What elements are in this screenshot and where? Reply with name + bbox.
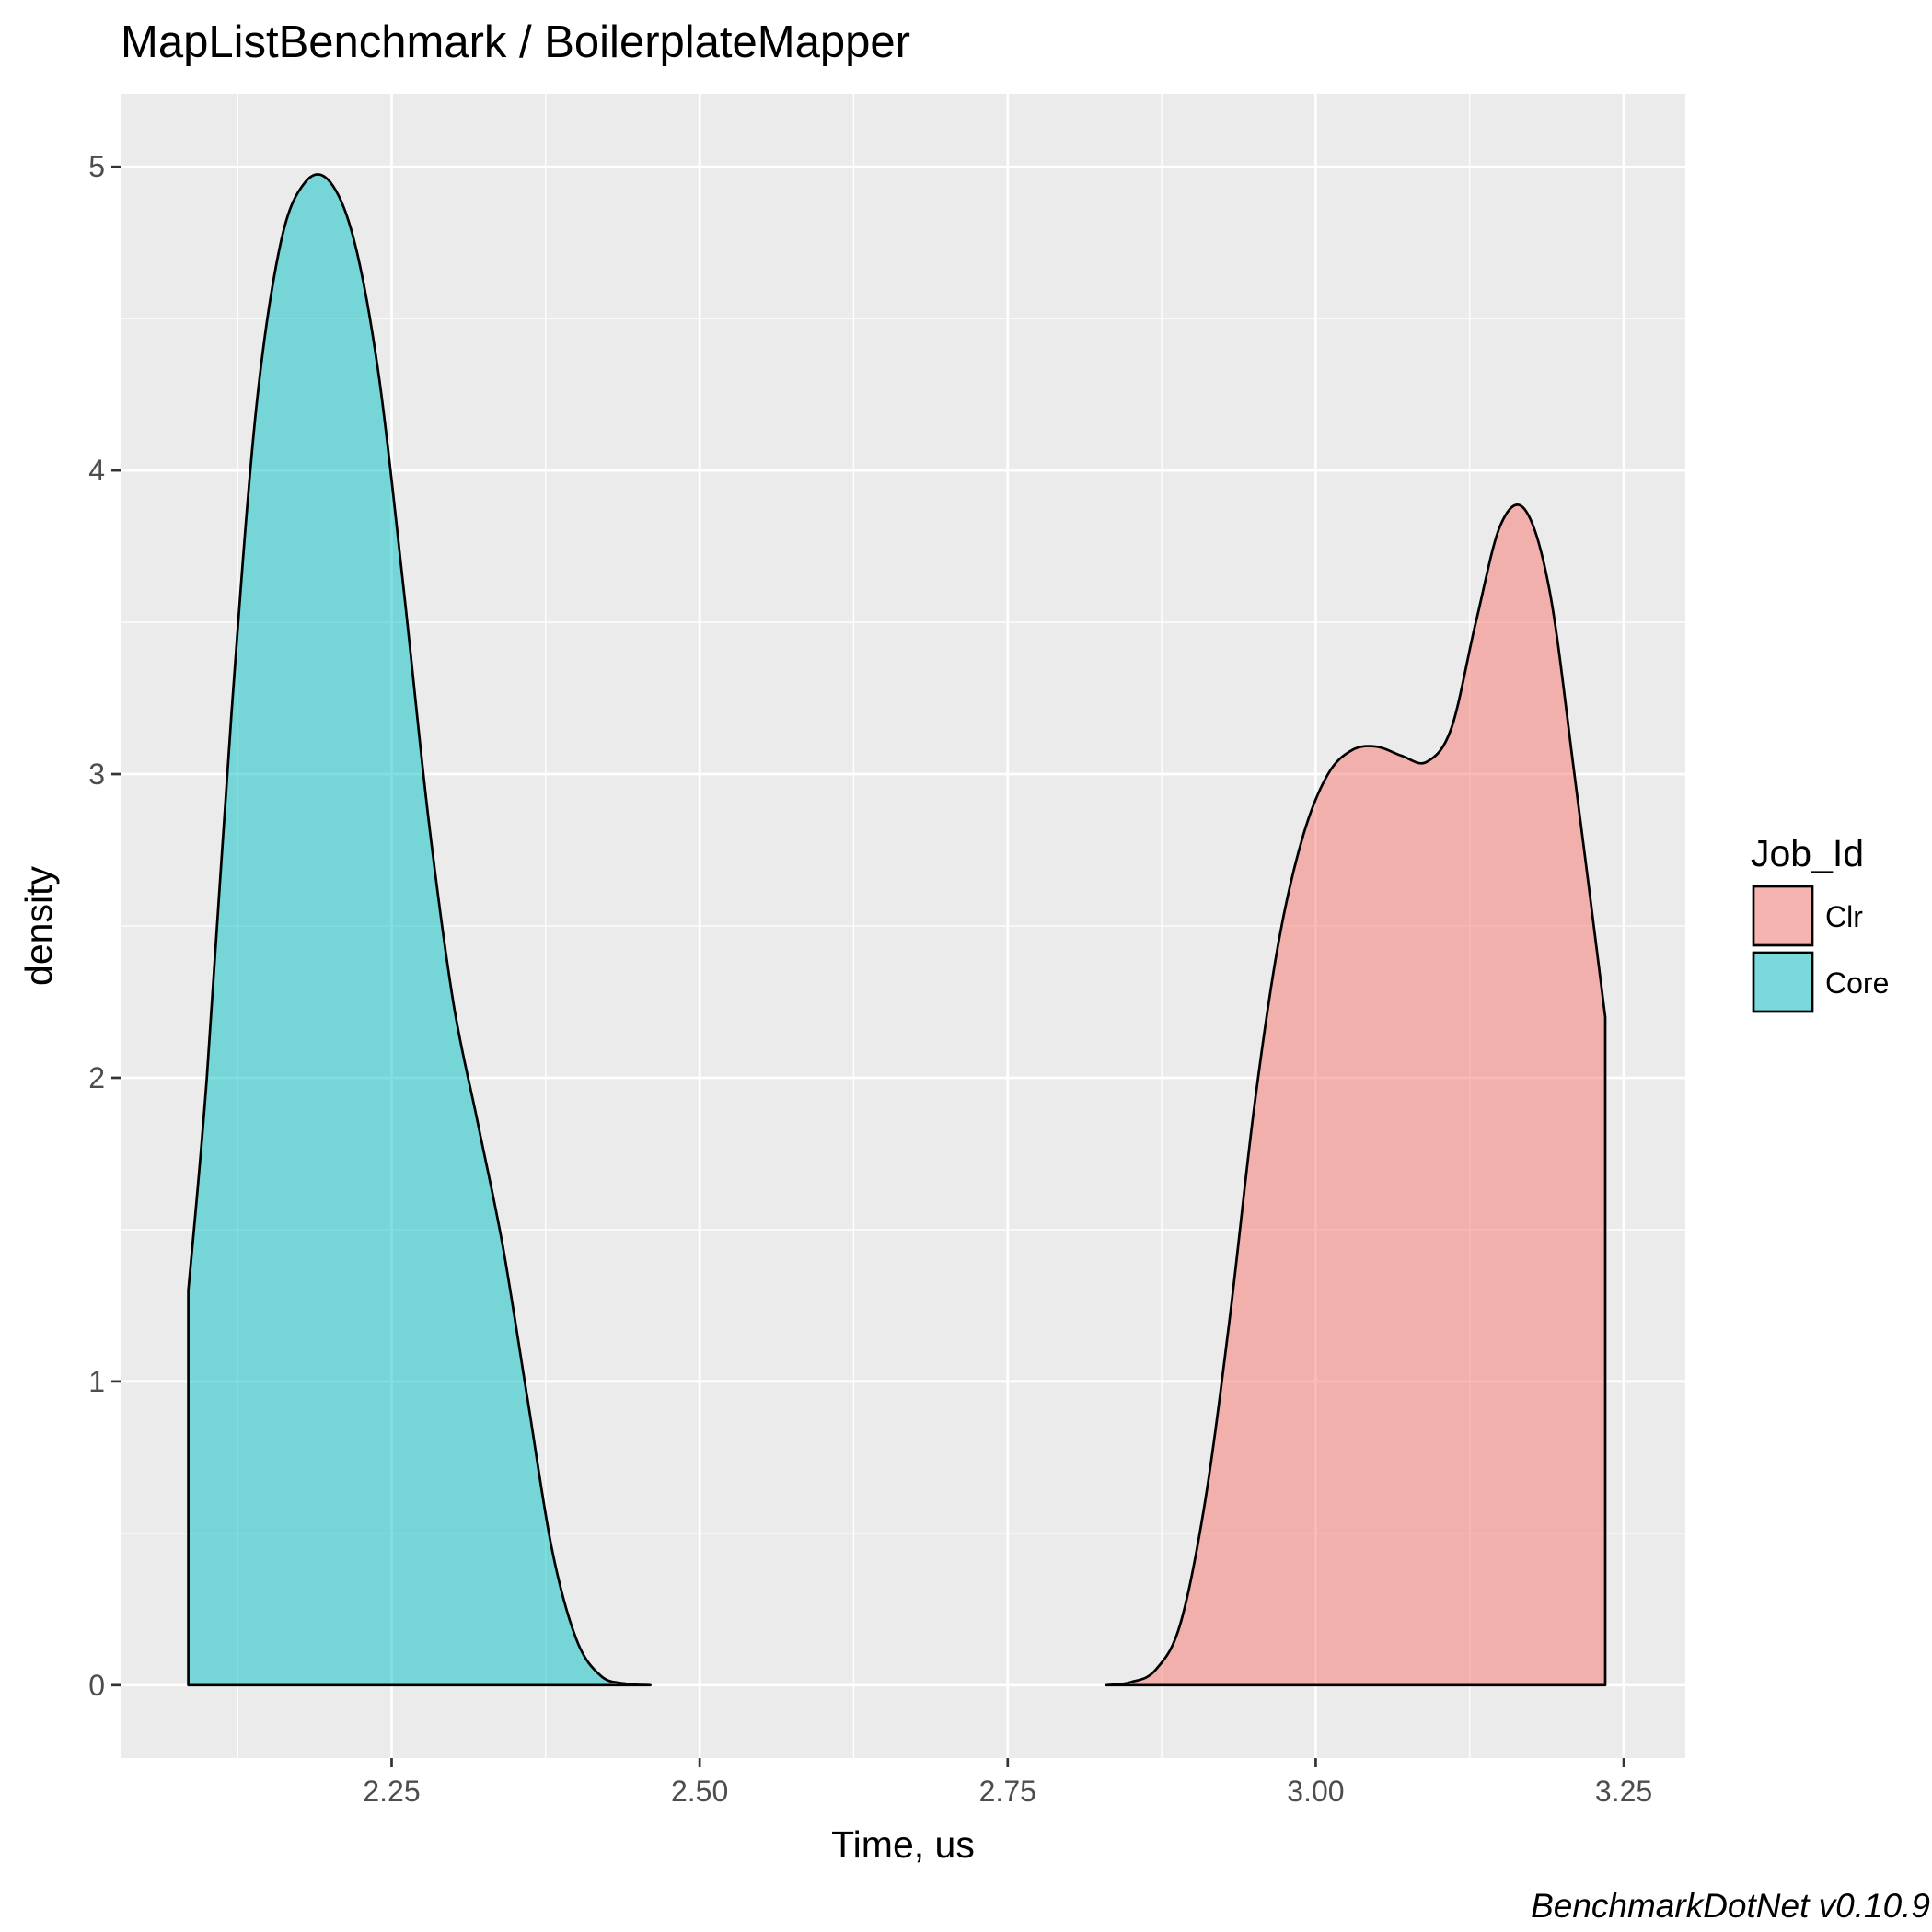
legend-swatch-clr bbox=[1752, 885, 1814, 947]
series-layer bbox=[187, 173, 1607, 1687]
y-axis: 0 1 2 3 4 5 bbox=[88, 150, 121, 1702]
legend-label-clr: Clr bbox=[1825, 900, 1863, 933]
y-tick-label: 2 bbox=[88, 1061, 105, 1094]
x-tick-label: 2.75 bbox=[979, 1775, 1036, 1808]
y-tick-label: 3 bbox=[88, 758, 105, 791]
density-area-clr bbox=[1105, 503, 1607, 1687]
x-axis-title: Time, us bbox=[831, 1823, 975, 1866]
plot-panel bbox=[121, 94, 1685, 1758]
x-axis: 2.25 2.50 2.75 3.00 3.25 bbox=[363, 1758, 1652, 1808]
y-tick-label: 1 bbox=[88, 1365, 105, 1398]
y-axis-title: density bbox=[17, 866, 60, 986]
x-tick-label: 2.50 bbox=[671, 1775, 728, 1808]
x-tick-label: 2.25 bbox=[363, 1775, 420, 1808]
y-tick-label: 4 bbox=[88, 454, 105, 487]
caption: BenchmarkDotNet v0.10.9 bbox=[1531, 1887, 1930, 1925]
x-tick-label: 3.25 bbox=[1595, 1775, 1652, 1808]
legend-title: Job_Id bbox=[1751, 832, 1864, 874]
x-tick-label: 3.00 bbox=[1287, 1775, 1344, 1808]
legend-label-core: Core bbox=[1825, 966, 1889, 1000]
density-area-core bbox=[187, 173, 652, 1687]
chart-title: MapListBenchmark / BoilerplateMapper bbox=[121, 17, 910, 67]
y-tick-label: 0 bbox=[88, 1669, 105, 1702]
legend: Job_Id Clr Core bbox=[1751, 832, 1889, 1013]
legend-swatch-core bbox=[1752, 951, 1814, 1013]
y-tick-label: 5 bbox=[88, 150, 105, 183]
